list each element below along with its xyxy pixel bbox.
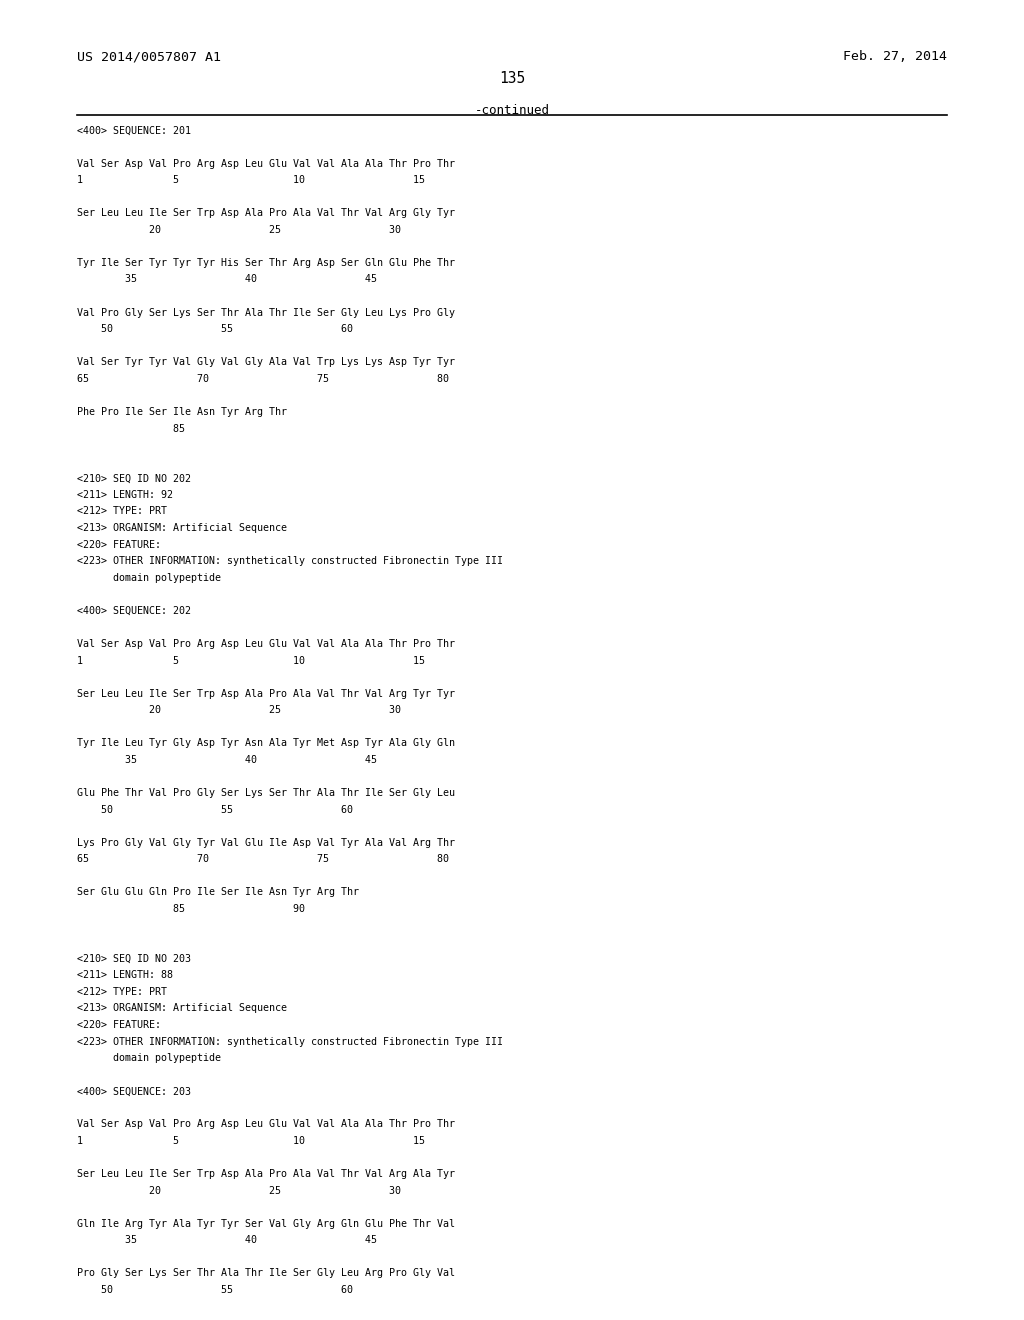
Text: Glu Phe Thr Val Pro Gly Ser Lys Ser Thr Ala Thr Ile Ser Gly Leu: Glu Phe Thr Val Pro Gly Ser Lys Ser Thr … [77, 788, 455, 799]
Text: Val Pro Gly Ser Lys Ser Thr Ala Thr Ile Ser Gly Leu Lys Pro Gly: Val Pro Gly Ser Lys Ser Thr Ala Thr Ile … [77, 308, 455, 318]
Text: domain polypeptide: domain polypeptide [77, 573, 221, 582]
Text: 20                  25                  30: 20 25 30 [77, 705, 400, 715]
Text: <400> SEQUENCE: 201: <400> SEQUENCE: 201 [77, 125, 190, 136]
Text: <400> SEQUENCE: 202: <400> SEQUENCE: 202 [77, 606, 190, 616]
Text: <210> SEQ ID NO 203: <210> SEQ ID NO 203 [77, 953, 190, 964]
Text: -continued: -continued [474, 104, 550, 117]
Text: <223> OTHER INFORMATION: synthetically constructed Fibronectin Type III: <223> OTHER INFORMATION: synthetically c… [77, 1036, 503, 1047]
Text: <210> SEQ ID NO 202: <210> SEQ ID NO 202 [77, 474, 190, 483]
Text: <211> LENGTH: 92: <211> LENGTH: 92 [77, 490, 173, 500]
Text: 1               5                   10                  15: 1 5 10 15 [77, 656, 425, 665]
Text: 20                  25                  30: 20 25 30 [77, 224, 400, 235]
Text: 35                  40                  45: 35 40 45 [77, 755, 377, 764]
Text: 85: 85 [77, 424, 184, 433]
Text: domain polypeptide: domain polypeptide [77, 1053, 221, 1063]
Text: 35                  40                  45: 35 40 45 [77, 275, 377, 285]
Text: US 2014/0057807 A1: US 2014/0057807 A1 [77, 50, 221, 63]
Text: <213> ORGANISM: Artificial Sequence: <213> ORGANISM: Artificial Sequence [77, 523, 287, 533]
Text: Lys Pro Gly Val Gly Tyr Val Glu Ile Asp Val Tyr Ala Val Arg Thr: Lys Pro Gly Val Gly Tyr Val Glu Ile Asp … [77, 838, 455, 847]
Text: <211> LENGTH: 88: <211> LENGTH: 88 [77, 970, 173, 981]
Text: 50                  55                  60: 50 55 60 [77, 1286, 353, 1295]
Text: <213> ORGANISM: Artificial Sequence: <213> ORGANISM: Artificial Sequence [77, 1003, 287, 1014]
Text: 1               5                   10                  15: 1 5 10 15 [77, 1137, 425, 1146]
Text: Tyr Ile Leu Tyr Gly Asp Tyr Asn Ala Tyr Met Asp Tyr Ala Gly Gln: Tyr Ile Leu Tyr Gly Asp Tyr Asn Ala Tyr … [77, 738, 455, 748]
Text: Ser Glu Glu Gln Pro Ile Ser Ile Asn Tyr Arg Thr: Ser Glu Glu Gln Pro Ile Ser Ile Asn Tyr … [77, 887, 358, 898]
Text: Tyr Ile Ser Tyr Tyr Tyr His Ser Thr Arg Asp Ser Gln Glu Phe Thr: Tyr Ile Ser Tyr Tyr Tyr His Ser Thr Arg … [77, 257, 455, 268]
Text: <220> FEATURE:: <220> FEATURE: [77, 1020, 161, 1030]
Text: 65                  70                  75                  80: 65 70 75 80 [77, 374, 449, 384]
Text: 50                  55                  60: 50 55 60 [77, 805, 353, 814]
Text: 65                  70                  75                  80: 65 70 75 80 [77, 854, 449, 865]
Text: Ser Leu Leu Ile Ser Trp Asp Ala Pro Ala Val Thr Val Arg Tyr Tyr: Ser Leu Leu Ile Ser Trp Asp Ala Pro Ala … [77, 689, 455, 698]
Text: 20                  25                  30: 20 25 30 [77, 1185, 400, 1196]
Text: <212> TYPE: PRT: <212> TYPE: PRT [77, 987, 167, 997]
Text: Pro Gly Ser Lys Ser Thr Ala Thr Ile Ser Gly Leu Arg Pro Gly Val: Pro Gly Ser Lys Ser Thr Ala Thr Ile Ser … [77, 1269, 455, 1279]
Text: Val Ser Asp Val Pro Arg Asp Leu Glu Val Val Ala Ala Thr Pro Thr: Val Ser Asp Val Pro Arg Asp Leu Glu Val … [77, 158, 455, 169]
Text: 50                  55                  60: 50 55 60 [77, 325, 353, 334]
Text: Feb. 27, 2014: Feb. 27, 2014 [843, 50, 947, 63]
Text: Phe Pro Ile Ser Ile Asn Tyr Arg Thr: Phe Pro Ile Ser Ile Asn Tyr Arg Thr [77, 407, 287, 417]
Text: Val Ser Asp Val Pro Arg Asp Leu Glu Val Val Ala Ala Thr Pro Thr: Val Ser Asp Val Pro Arg Asp Leu Glu Val … [77, 639, 455, 649]
Text: 85                  90: 85 90 [77, 904, 305, 913]
Text: 35                  40                  45: 35 40 45 [77, 1236, 377, 1245]
Text: <212> TYPE: PRT: <212> TYPE: PRT [77, 507, 167, 516]
Text: Ser Leu Leu Ile Ser Trp Asp Ala Pro Ala Val Thr Val Arg Ala Tyr: Ser Leu Leu Ile Ser Trp Asp Ala Pro Ala … [77, 1170, 455, 1179]
Text: <220> FEATURE:: <220> FEATURE: [77, 540, 161, 549]
Text: Val Ser Asp Val Pro Arg Asp Leu Glu Val Val Ala Ala Thr Pro Thr: Val Ser Asp Val Pro Arg Asp Leu Glu Val … [77, 1119, 455, 1130]
Text: Gln Ile Arg Tyr Ala Tyr Tyr Ser Val Gly Arg Gln Glu Phe Thr Val: Gln Ile Arg Tyr Ala Tyr Tyr Ser Val Gly … [77, 1218, 455, 1229]
Text: <223> OTHER INFORMATION: synthetically constructed Fibronectin Type III: <223> OTHER INFORMATION: synthetically c… [77, 556, 503, 566]
Text: <400> SEQUENCE: 203: <400> SEQUENCE: 203 [77, 1086, 190, 1096]
Text: 1               5                   10                  15: 1 5 10 15 [77, 176, 425, 185]
Text: Ser Leu Leu Ile Ser Trp Asp Ala Pro Ala Val Thr Val Arg Gly Tyr: Ser Leu Leu Ile Ser Trp Asp Ala Pro Ala … [77, 209, 455, 218]
Text: Val Ser Tyr Tyr Val Gly Val Gly Ala Val Trp Lys Lys Asp Tyr Tyr: Val Ser Tyr Tyr Val Gly Val Gly Ala Val … [77, 358, 455, 367]
Text: 135: 135 [499, 71, 525, 86]
